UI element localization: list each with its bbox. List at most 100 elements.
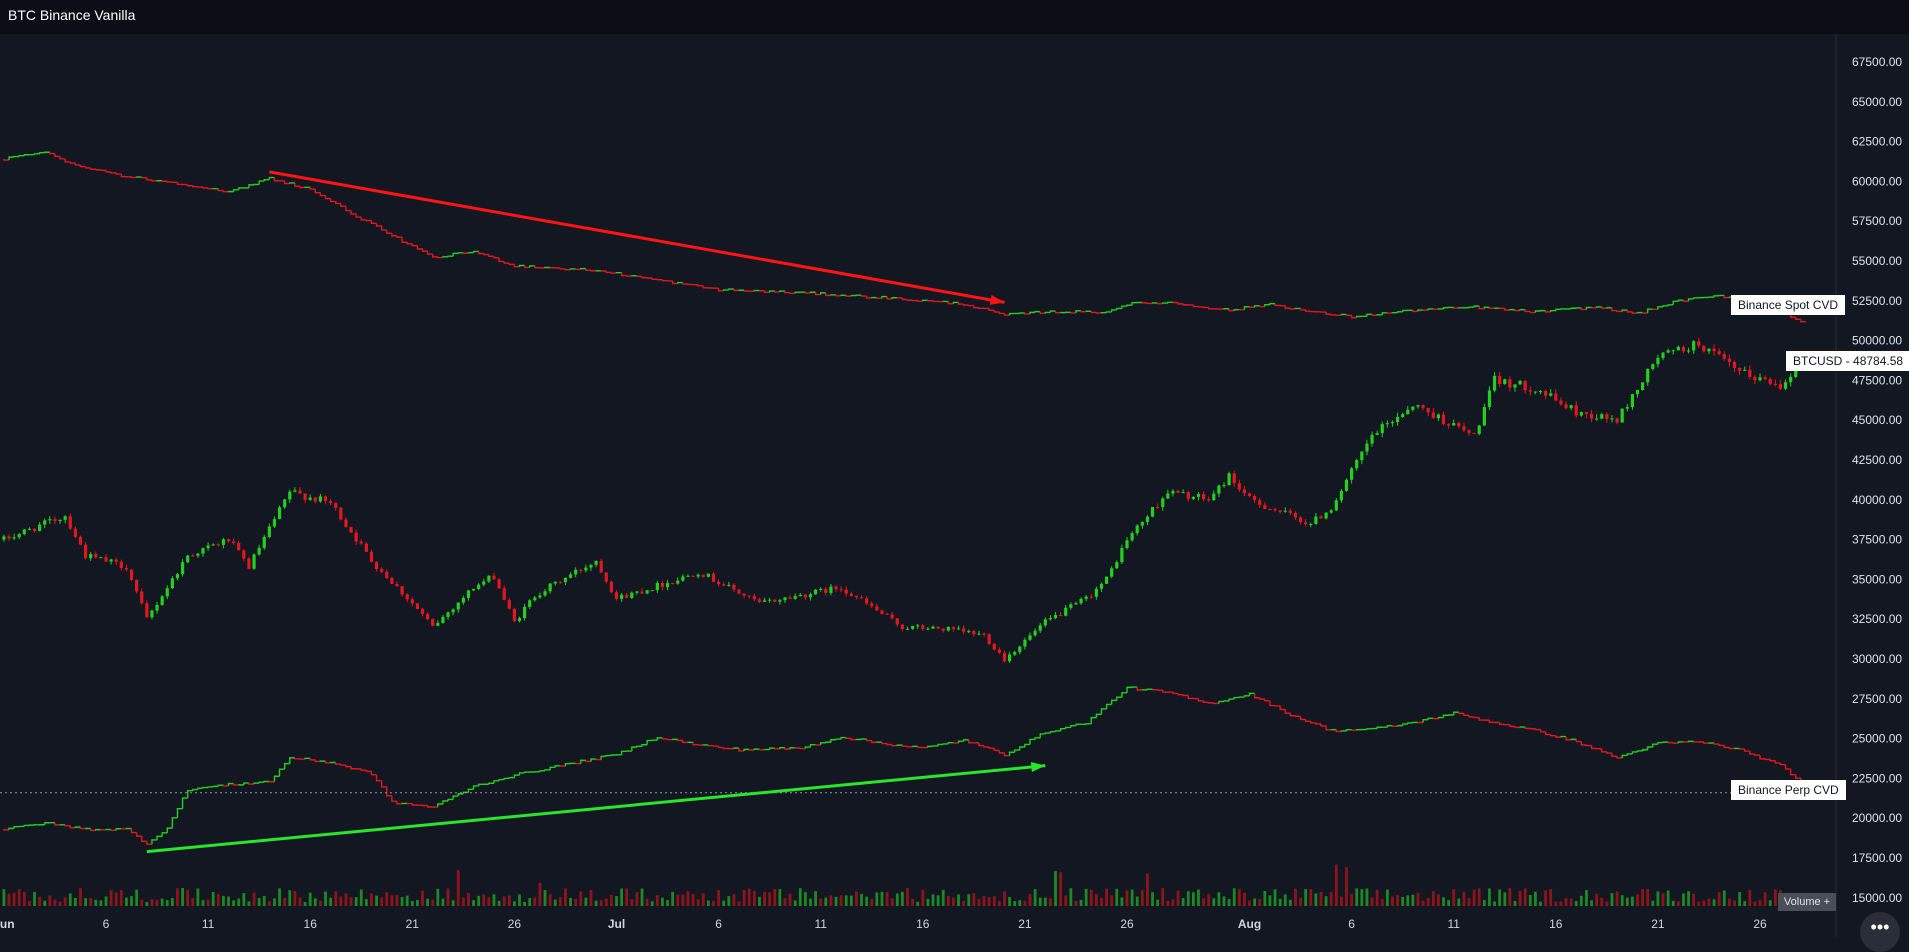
perp-cvd-step xyxy=(1489,720,1494,722)
volume-bar xyxy=(1039,898,1042,906)
volume-bar xyxy=(1549,889,1552,906)
perp-cvd-step xyxy=(397,801,402,804)
perp-cvd-step xyxy=(341,764,346,765)
volume-bar xyxy=(1396,895,1399,906)
perp-cvd-step xyxy=(167,828,172,833)
candle xyxy=(503,586,506,601)
perp-cvd-step xyxy=(1341,731,1346,732)
volume-bar xyxy=(1284,894,1287,906)
spot-cvd-step xyxy=(1724,295,1729,297)
perp-cvd-step xyxy=(494,781,499,783)
volume-bar xyxy=(84,898,87,906)
perp-cvd-step xyxy=(1689,741,1694,742)
trend-arrows[interactable] xyxy=(147,172,1045,852)
green-trend-arrow[interactable] xyxy=(147,762,1045,852)
volume-bar xyxy=(1457,898,1460,906)
perp-cvd-step xyxy=(540,771,545,772)
candle xyxy=(309,495,312,501)
volume-bar xyxy=(1565,898,1568,906)
volume-bar xyxy=(1411,895,1414,906)
volume-bar xyxy=(380,897,383,906)
perp-cvd-step xyxy=(1056,731,1061,732)
spot-cvd-step xyxy=(1347,314,1352,315)
price-chart[interactable]: 67500.0065000.0062500.0060000.0057500.00… xyxy=(0,34,1909,937)
candle xyxy=(53,516,56,524)
candle xyxy=(84,542,87,560)
price-tick-label: 27500.00 xyxy=(1852,692,1902,706)
candle xyxy=(1222,482,1225,487)
perp-cvd-step xyxy=(1040,734,1045,738)
volume-bar xyxy=(932,894,935,906)
candle xyxy=(804,594,807,600)
spot-cvd-step xyxy=(341,203,346,206)
volume-bar xyxy=(1223,896,1226,906)
perp-cvd-step xyxy=(1658,743,1663,745)
perp-cvd-step xyxy=(1107,704,1112,709)
spot-cvd-step xyxy=(1132,303,1137,306)
candle xyxy=(48,516,51,524)
volume-bar xyxy=(329,898,332,906)
candle xyxy=(1176,490,1179,494)
price-axis[interactable]: 67500.0065000.0062500.0060000.0057500.00… xyxy=(1836,34,1902,937)
candle xyxy=(1284,507,1287,513)
perp-cvd-step xyxy=(1147,689,1152,690)
candle xyxy=(273,517,276,528)
spot-cvd-step xyxy=(662,280,667,281)
candle xyxy=(452,608,455,615)
red-trend-arrow[interactable] xyxy=(269,172,1004,305)
candle xyxy=(426,612,429,620)
candle xyxy=(1447,423,1450,429)
perp-cvd-step xyxy=(1632,752,1637,754)
perp-cvd-step xyxy=(780,748,785,749)
candle xyxy=(620,593,623,602)
perp-cvd-step xyxy=(1444,715,1449,717)
candle xyxy=(1243,486,1246,496)
perp-cvd-step xyxy=(555,766,560,768)
volume-bar xyxy=(590,890,593,906)
volume-bar xyxy=(1646,889,1649,906)
candle xyxy=(1074,601,1077,605)
volume-bar xyxy=(967,894,970,906)
candle xyxy=(671,583,674,585)
volume-bar xyxy=(1024,901,1027,906)
volume-bar xyxy=(1718,892,1721,906)
candle xyxy=(1105,577,1108,584)
more-options-button[interactable]: ••• xyxy=(1860,912,1900,952)
date-axis[interactable]: Jun611162126Jul611162126Aug611162126 xyxy=(0,917,1767,931)
perp-cvd-step xyxy=(1015,750,1020,752)
candle xyxy=(130,569,133,581)
spot-cvd-step xyxy=(438,257,443,258)
candle xyxy=(1044,617,1047,627)
spot-cvd-step xyxy=(1638,313,1643,314)
spot-cvd-step xyxy=(489,255,494,257)
volume-bar xyxy=(166,900,169,906)
volume-bar xyxy=(385,892,388,906)
spot-cvd-step xyxy=(1045,312,1050,313)
volume-indicator-label[interactable]: Volume + xyxy=(1778,893,1836,911)
perp-cvd-step xyxy=(1076,724,1081,725)
candle xyxy=(931,625,934,628)
candle xyxy=(212,543,215,546)
candle xyxy=(207,542,210,550)
candle xyxy=(1580,412,1583,417)
candle xyxy=(1355,459,1358,471)
candle xyxy=(1534,391,1537,394)
volume-bar xyxy=(28,901,31,906)
volume-bar xyxy=(1641,889,1644,906)
spot-cvd-step xyxy=(458,253,463,254)
volume-bar xyxy=(1238,889,1241,906)
spot-cvd-step xyxy=(152,180,157,181)
volume-bar xyxy=(1692,894,1695,906)
candle xyxy=(1672,350,1675,355)
candle xyxy=(1769,377,1772,385)
volume-bar xyxy=(671,892,674,906)
price-text: 48784.58 xyxy=(1853,354,1903,368)
volume-bar xyxy=(130,896,133,906)
volume-bar xyxy=(605,899,608,906)
candle xyxy=(1575,401,1578,418)
candle xyxy=(758,598,761,603)
volume-bar xyxy=(1228,899,1231,906)
candle xyxy=(1661,352,1664,360)
volume-bar xyxy=(120,890,123,906)
candle xyxy=(982,632,985,636)
